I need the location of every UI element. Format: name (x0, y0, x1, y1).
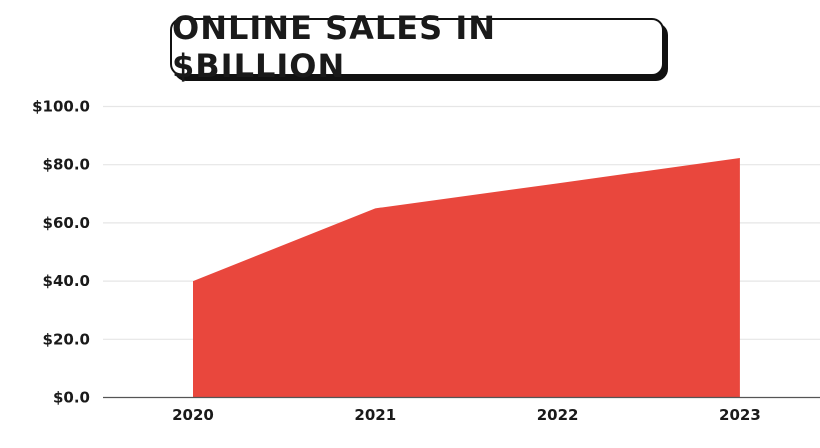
area-fill (193, 158, 740, 398)
x-tick-label: 2023 (719, 406, 761, 424)
y-tick-label: $60.0 (43, 214, 90, 232)
chart-title: ONLINE SALES IN $BILLION (172, 9, 496, 85)
y-tick-label: $80.0 (43, 156, 90, 174)
y-tick-labels: $0.0 $20.0 $40.0 $60.0 $80.0 $100.0 (32, 98, 90, 407)
x-tick-label: 2020 (172, 406, 214, 424)
x-tick-label: 2021 (354, 406, 396, 424)
area-series (193, 158, 740, 398)
y-tick-label: $40.0 (43, 272, 90, 290)
y-tick-label: $0.0 (53, 389, 90, 407)
y-tick-label: $100.0 (32, 98, 90, 116)
chart-title-box: ONLINE SALES IN $BILLION (170, 9, 664, 85)
x-tick-labels: 2020 2021 2022 2023 (172, 406, 761, 424)
x-tick-label: 2022 (537, 406, 579, 424)
y-tick-label: $20.0 (43, 330, 90, 348)
